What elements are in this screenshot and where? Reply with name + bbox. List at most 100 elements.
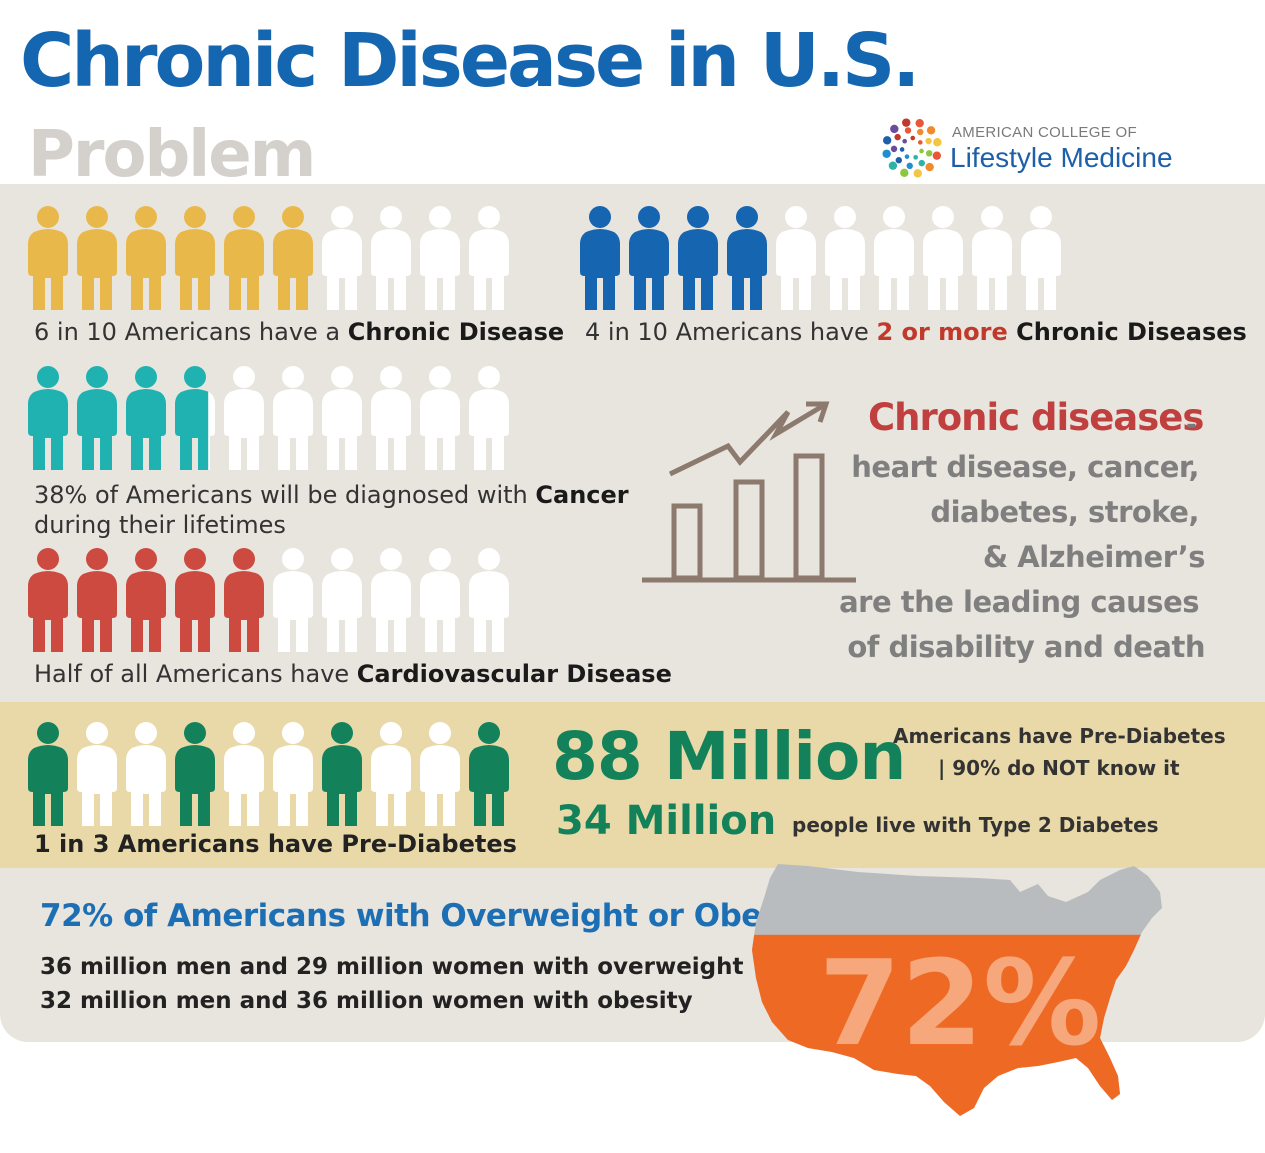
person-icon	[77, 548, 117, 652]
logo-dot	[900, 168, 909, 178]
chronic-diseases-dash: -	[1186, 410, 1197, 440]
logo-dot	[918, 159, 925, 167]
person-icon	[469, 206, 509, 310]
logo-dot	[917, 140, 923, 145]
logo-dot	[895, 157, 902, 164]
person-icon	[126, 548, 166, 652]
people-row-cancer	[26, 362, 516, 472]
person-icon	[629, 206, 669, 310]
person-icon	[322, 548, 362, 652]
person-icon	[28, 722, 68, 826]
logo-dot	[890, 124, 899, 134]
person-icon	[371, 206, 411, 310]
chronic-line-1: heart disease, cancer,	[851, 450, 1199, 484]
acl-logo: AMERICAN COLLEGE OF Lifestyle Medicine	[880, 114, 1210, 184]
people-row-chronic	[26, 202, 516, 312]
people-row-prediabetes	[26, 718, 516, 828]
caption-chronic-text: 6 in 10 Americans have a	[34, 318, 348, 346]
person-icon	[420, 366, 460, 470]
person-icon	[469, 722, 509, 826]
logo-dot	[917, 128, 924, 136]
logo-dot	[913, 155, 918, 160]
map-percent-text: 72%	[819, 934, 1101, 1072]
logo-dot	[932, 151, 942, 160]
caption-cancer: 38% of Americans will be diagnosed with …	[34, 480, 629, 540]
chronic-line-3: & Alzheimer’s	[982, 540, 1206, 574]
page-title: Chronic Disease in U.S.	[20, 18, 920, 104]
rising-chart-icon	[642, 401, 856, 583]
logo-dot	[882, 136, 892, 145]
caption-chronic: 6 in 10 Americans have a Chronic Disease	[34, 318, 564, 346]
logo-dot	[902, 138, 907, 144]
caption-cardio-text: Half of all Americans have	[34, 660, 357, 688]
stat-88-million: 88 Million	[552, 718, 906, 795]
caption-cancer-bold: Cancer	[535, 481, 629, 509]
person-icon	[371, 366, 411, 470]
person-icon	[874, 206, 914, 310]
logo-dot	[902, 118, 911, 127]
caption-chronic-bold: Chronic Disease	[347, 318, 565, 346]
caption-multiple-red: 2 or more	[876, 318, 1008, 346]
person-icon	[371, 722, 411, 826]
caption-multiple-bold: Chronic Diseases	[1007, 318, 1247, 346]
person-icon	[469, 548, 509, 652]
logo-dot	[904, 154, 910, 159]
obesity-line-2: 32 million men and 36 million women with…	[40, 988, 693, 1014]
person-icon	[28, 206, 68, 310]
person-icon	[420, 548, 460, 652]
person-icon	[371, 548, 411, 652]
person-icon	[224, 206, 264, 310]
chronic-line-4: are the leading causes	[839, 585, 1199, 619]
logo-dot	[933, 138, 942, 147]
person-icon	[322, 366, 362, 470]
caption-cancer-line2: during their lifetimes	[34, 511, 286, 539]
caption-multiple-text: 4 in 10 Americans have	[585, 318, 877, 346]
person-icon	[126, 206, 166, 310]
logo-dot	[882, 149, 891, 158]
person-icon	[322, 206, 362, 310]
person-icon	[273, 722, 313, 826]
person-icon	[126, 366, 166, 470]
logo-dot	[888, 161, 898, 170]
person-icon	[175, 722, 215, 826]
chronic-diseases-heading: Chronic diseases	[868, 396, 1204, 439]
note-type2: people live with Type 2 Diabetes	[792, 813, 1159, 837]
person-icon	[175, 366, 215, 470]
person-icon	[28, 548, 68, 652]
stat-34-million: 34 Million	[556, 798, 777, 844]
person-icon	[469, 366, 509, 470]
logo-dot	[925, 162, 934, 172]
person-icon	[273, 206, 313, 310]
caption-cardio-bold: Cardiovascular Disease	[356, 660, 672, 688]
person-icon	[224, 722, 264, 826]
logo-dot	[894, 133, 901, 141]
person-icon	[28, 366, 68, 470]
person-icon	[224, 366, 264, 470]
person-icon	[420, 722, 460, 826]
person-icon	[126, 722, 166, 826]
person-icon	[175, 548, 215, 652]
person-icon	[420, 206, 460, 310]
person-icon	[77, 206, 117, 310]
dots-logo-icon	[882, 118, 942, 178]
caption-prediabetes: 1 in 3 Americans have Pre-Diabetes	[34, 830, 517, 858]
logo-dot	[925, 150, 933, 157]
people-row-multiple	[578, 202, 1068, 312]
person-icon	[727, 206, 767, 310]
logo-dot	[925, 137, 932, 145]
logo-dot	[906, 162, 913, 170]
person-icon	[1021, 206, 1061, 310]
caption-cancer-text: 38% of Americans will be diagnosed with	[34, 481, 536, 509]
person-icon	[923, 206, 963, 310]
logo-line2: Lifestyle Medicine	[950, 142, 1173, 173]
logo-dot	[919, 148, 924, 154]
person-icon	[580, 206, 620, 310]
person-icon	[273, 366, 313, 470]
us-map-graphic: 72%	[752, 864, 1162, 1116]
person-icon	[77, 722, 117, 826]
logo-dot	[913, 169, 922, 178]
person-icon	[972, 206, 1012, 310]
person-icon	[322, 722, 362, 826]
page-subtitle: Problem	[28, 118, 316, 192]
person-icon	[678, 206, 718, 310]
